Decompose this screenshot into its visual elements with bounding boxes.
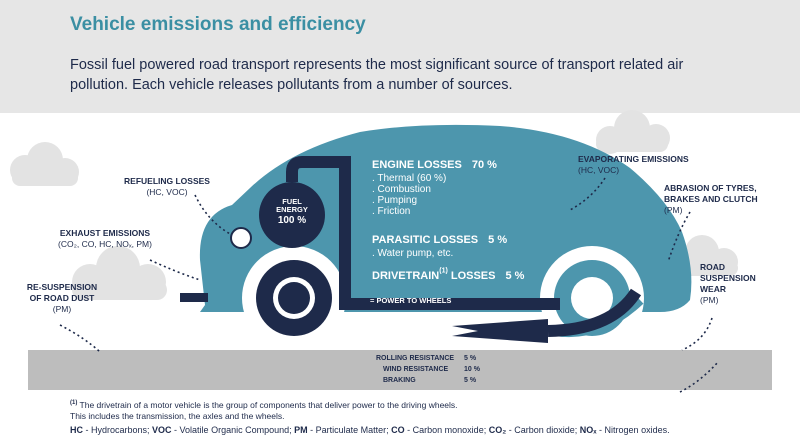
engine-percent: 70 %	[471, 159, 497, 171]
abbreviations: HC - Hydrocarbons; VOC - Volatile Organi…	[70, 425, 790, 435]
abbr-desc: - Volatile Organic Compound;	[171, 425, 295, 435]
footnote-line1: (1) The drivetrain of a motor vehicle is…	[70, 398, 790, 411]
footnote-text1: The drivetrain of a motor vehicle is the…	[77, 399, 458, 410]
abbr-desc: - Hydrocarbons;	[83, 425, 153, 435]
abbr-desc: - Carbon dioxide;	[506, 425, 580, 435]
rear-wheel	[242, 246, 346, 350]
abrasion-sub: (PM)	[664, 205, 683, 215]
footnote-line2: This includes the transmission, the axle…	[70, 410, 285, 421]
fuel-energy-label: FUEL ENERGY 100 %	[266, 198, 318, 228]
resuspension-sub: (PM)	[52, 304, 72, 314]
resistance-label: WIND RESISTANCE	[383, 366, 449, 373]
exhaust-pipe	[180, 293, 208, 302]
intro-text: Fossil fuel powered road transport repre…	[70, 57, 684, 93]
evaporating-sub: (HC, VOC)	[578, 165, 620, 175]
parasitic-item: . Water pump, etc.	[372, 248, 454, 259]
exhaust-title: EXHAUST EMISSIONS	[59, 228, 151, 238]
cloud-exhaust-icon	[72, 246, 167, 300]
resistance-value: 10 %	[464, 366, 480, 373]
road-surface	[28, 350, 772, 390]
parasitic-percent: 5 %	[488, 234, 508, 246]
abrasion-line2: BRAKES AND CLUTCH	[664, 194, 758, 204]
engine-losses-block: ENGINE LOSSES 70 % . Thermal (60 %) . Com…	[372, 155, 497, 217]
footnote: (1) The drivetrain of a motor vehicle is…	[70, 398, 790, 422]
power-to-wheels-label: = POWER TO WHEELS	[370, 296, 452, 305]
road-wear-label: ROAD SUSPENSION WEAR (PM)	[700, 262, 756, 306]
resistance-label: ROLLING RESISTANCE	[376, 355, 455, 362]
abbr-desc: - Nitrogen oxides.	[596, 425, 670, 435]
resuspension-line2: OF ROAD DUST	[29, 293, 95, 303]
resistance-value: 5 %	[464, 355, 477, 362]
engine-item: . Thermal (60 %)	[372, 173, 447, 184]
drivetrain-title-post: LOSSES	[447, 270, 496, 282]
wheels-percent: 20 %	[578, 291, 606, 305]
fuel-energy-circle	[259, 182, 325, 248]
abbr-term: HC	[70, 425, 83, 435]
drivetrain-percent: 5 %	[505, 270, 525, 282]
fuel-percent: 100 %	[277, 215, 307, 226]
abbr-term: PM	[294, 425, 308, 435]
engine-item: . Pumping	[372, 195, 418, 206]
resuspension-label: RE-SUSPENSION OF ROAD DUST (PM)	[14, 282, 110, 315]
evaporating-title: EVAPORATING EMISSIONS	[578, 154, 689, 164]
engine-item: . Friction	[372, 206, 411, 217]
refueling-title: REFUELING LOSSES	[124, 176, 210, 186]
resistance-label: BRAKING	[383, 377, 416, 384]
abbr-term: CO	[391, 425, 405, 435]
evaporating-emissions-label: EVAPORATING EMISSIONS (HC, VOC)	[578, 154, 689, 176]
footnote-marker: (1)	[70, 400, 78, 406]
flow-curve	[547, 288, 642, 337]
drivetrain-sup: (1)	[439, 267, 448, 275]
drivetrain-losses-block: DRIVETRAIN(1) LOSSES 5 %	[372, 266, 524, 284]
exhaust-sub: (CO₂, CO, HC, NOₓ, PM)	[58, 239, 152, 249]
road-wear-line1: ROAD	[700, 262, 726, 272]
abbr-term: VOC	[152, 425, 172, 435]
cloud-left-icon	[10, 142, 79, 186]
flow-arrow	[452, 319, 548, 343]
engine-item: . Combustion	[372, 184, 431, 195]
fuel-cap-icon	[230, 227, 252, 249]
road-wear-sub: (PM)	[700, 295, 719, 305]
page-title: Vehicle emissions and efficiency	[70, 14, 366, 35]
fuel-line1: FUEL	[282, 197, 302, 206]
resistance-value: 5 %	[464, 377, 477, 384]
abbr-term: NOₓ	[579, 425, 597, 435]
leader-lines	[59, 177, 719, 393]
exhaust-emissions-label: EXHAUST EMISSIONS (CO₂, CO, HC, NOₓ, PM)	[46, 228, 164, 250]
abbr-term: CO₂	[488, 425, 507, 435]
abrasion-line1: ABRASION OF TYRES,	[664, 183, 757, 193]
header-band: Vehicle emissions and efficiency Fossil …	[0, 0, 800, 113]
abbr-desc: - Carbon monoxide;	[404, 425, 489, 435]
abrasion-label: ABRASION OF TYRES, BRAKES AND CLUTCH (PM…	[664, 183, 758, 216]
abbr-desc: - Particulate Matter;	[307, 425, 392, 435]
fuel-line2: ENERGY	[276, 205, 308, 214]
parasitic-title: PARASITIC LOSSES	[372, 234, 479, 246]
refueling-sub: (HC, VOC)	[146, 187, 188, 197]
engine-title: ENGINE LOSSES	[372, 159, 462, 171]
parasitic-losses-block: PARASITIC LOSSES 5 % . Water pump, etc.	[372, 230, 507, 259]
road-wear-line2: SUSPENSION	[700, 273, 756, 283]
drivetrain-title-pre: DRIVETRAIN	[372, 270, 440, 282]
resuspension-line1: RE-SUSPENSION	[26, 282, 98, 292]
cloud-right-top-icon	[596, 110, 670, 154]
road-wear-line3: WEAR	[700, 284, 726, 294]
refueling-losses-label: REFUELING LOSSES (HC, VOC)	[106, 176, 228, 198]
